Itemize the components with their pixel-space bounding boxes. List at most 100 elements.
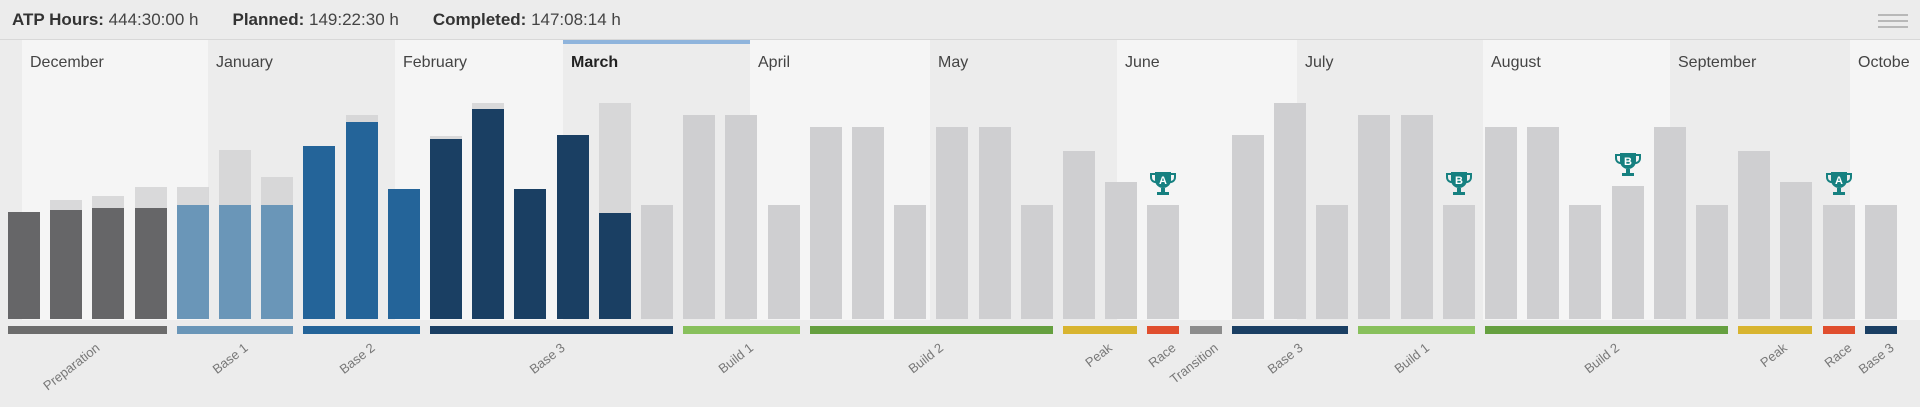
phase-label: Base 1 — [209, 340, 251, 377]
header-bar: ATP Hours: 444:30:00 h Planned: 149:22:3… — [0, 0, 1920, 40]
phase-label: Base 3 — [1855, 340, 1897, 377]
week-bar-planned[interactable] — [1231, 135, 1264, 319]
phase-strip[interactable] — [1738, 326, 1813, 334]
phase-label: Peak — [1082, 340, 1115, 371]
phase-strip[interactable] — [303, 326, 420, 334]
race-priority-label: B — [1624, 156, 1632, 168]
week-bar-completed[interactable] — [472, 109, 505, 319]
week-bar-completed[interactable] — [430, 139, 462, 319]
week-bar-planned[interactable] — [641, 205, 673, 319]
week-bar-planned[interactable] — [1400, 115, 1433, 319]
week-bar-completed[interactable] — [514, 189, 547, 319]
race-priority-label: A — [1159, 175, 1167, 187]
atp-hours-stat: ATP Hours: 444:30:00 h — [12, 9, 199, 29]
phase-strip[interactable] — [430, 326, 673, 334]
week-bar-completed[interactable] — [303, 146, 336, 319]
month-column: June — [1117, 40, 1297, 320]
annual-plan-chart: December January February March April May June… — [0, 40, 1920, 407]
week-bar-completed[interactable] — [219, 205, 251, 319]
week-bar-planned[interactable] — [1316, 205, 1349, 319]
phase-strip[interactable] — [1063, 326, 1138, 334]
phase-strip[interactable] — [1864, 326, 1897, 334]
completed-stat: Completed: 147:08:14 h — [432, 9, 621, 29]
month-label: September — [1678, 54, 1757, 71]
week-bar-planned[interactable] — [1527, 127, 1560, 319]
race-trophy-icon[interactable]: A — [1149, 169, 1177, 197]
phase-strip[interactable] — [1358, 326, 1475, 334]
week-bar-planned[interactable] — [683, 115, 716, 319]
week-bar-planned[interactable] — [936, 127, 969, 319]
phase-label: Build 2 — [905, 340, 947, 377]
race-trophy-icon[interactable]: A — [1825, 169, 1853, 197]
month-label: April — [758, 54, 791, 71]
week-bar-completed[interactable] — [92, 208, 125, 319]
week-bar-planned[interactable] — [1653, 127, 1686, 319]
phase-strip[interactable] — [809, 326, 1053, 334]
phase-label: Base 2 — [336, 340, 378, 377]
week-bar-completed[interactable] — [387, 189, 420, 319]
month-label: January — [216, 54, 273, 71]
phase-label: Preparation — [40, 340, 103, 394]
phase-label: Race — [1145, 340, 1179, 371]
week-bar-completed[interactable] — [176, 205, 209, 319]
phase-label: Build 1 — [715, 340, 757, 377]
month-label: May — [938, 54, 969, 71]
month-label: December — [30, 54, 104, 71]
week-bar-planned[interactable] — [725, 115, 758, 319]
phase-strip[interactable] — [1822, 326, 1855, 334]
week-bar-planned[interactable] — [1864, 205, 1897, 319]
week-bar-planned[interactable] — [1274, 103, 1306, 319]
week-bar-planned[interactable] — [1696, 205, 1728, 319]
phase-label: Build 1 — [1391, 340, 1432, 377]
week-bar-planned[interactable] — [1780, 182, 1813, 319]
week-bar-planned[interactable] — [1569, 205, 1602, 319]
week-bar-planned[interactable] — [809, 127, 842, 319]
week-bar-planned[interactable] — [894, 205, 927, 319]
race-trophy-icon[interactable]: B — [1445, 169, 1473, 197]
phase-strip[interactable] — [1147, 326, 1180, 334]
week-bar-completed[interactable] — [345, 122, 378, 319]
week-bar-completed[interactable] — [8, 212, 40, 319]
week-bar-planned[interactable] — [1063, 151, 1095, 319]
phase-strip[interactable] — [1231, 326, 1349, 334]
month-label: July — [1305, 54, 1334, 71]
week-bar-planned[interactable] — [978, 127, 1011, 319]
month-label: August — [1491, 54, 1541, 71]
week-bar-planned[interactable] — [767, 205, 800, 319]
month-label: Octobe — [1858, 54, 1910, 71]
race-priority-label: A — [1835, 175, 1843, 187]
month-label: June — [1125, 54, 1160, 71]
week-bar-planned[interactable] — [1485, 127, 1517, 319]
phase-strip[interactable] — [1485, 326, 1728, 334]
planned-stat: Planned: 149:22:30 h — [232, 9, 399, 29]
month-label: February — [403, 54, 468, 71]
hamburger-menu-icon[interactable] — [1878, 10, 1908, 30]
week-bar-completed[interactable] — [50, 210, 83, 319]
week-bar-planned[interactable] — [1611, 186, 1644, 319]
phase-strip[interactable] — [1189, 326, 1222, 334]
phase-label: Build 2 — [1580, 340, 1622, 377]
week-bar-completed[interactable] — [261, 205, 294, 319]
week-bar-planned[interactable] — [1147, 205, 1180, 319]
week-bar-planned[interactable] — [1738, 151, 1771, 319]
phase-strip[interactable] — [683, 326, 800, 334]
week-bar-planned[interactable] — [1020, 205, 1053, 319]
week-bar-completed[interactable] — [556, 135, 589, 319]
race-trophy-icon[interactable]: B — [1614, 150, 1642, 178]
phase-strip[interactable] — [8, 326, 167, 334]
month-column: Octobe — [1850, 40, 1920, 320]
month-label: March — [571, 54, 619, 71]
week-bar-planned[interactable] — [1358, 115, 1391, 319]
phase-strip[interactable] — [176, 326, 294, 334]
week-bar-planned[interactable] — [1442, 205, 1475, 319]
phase-label: Base 3 — [1264, 340, 1306, 377]
current-month-indicator — [563, 40, 750, 44]
race-priority-label: B — [1455, 175, 1463, 187]
week-bar-planned[interactable] — [852, 127, 884, 319]
week-bar-completed[interactable] — [598, 213, 631, 319]
phase-label: Peak — [1757, 340, 1791, 371]
week-bar-planned[interactable] — [1105, 182, 1138, 319]
week-bar-completed[interactable] — [134, 208, 167, 319]
week-bar-planned[interactable] — [1822, 205, 1855, 319]
phase-label: Race — [1821, 340, 1855, 371]
